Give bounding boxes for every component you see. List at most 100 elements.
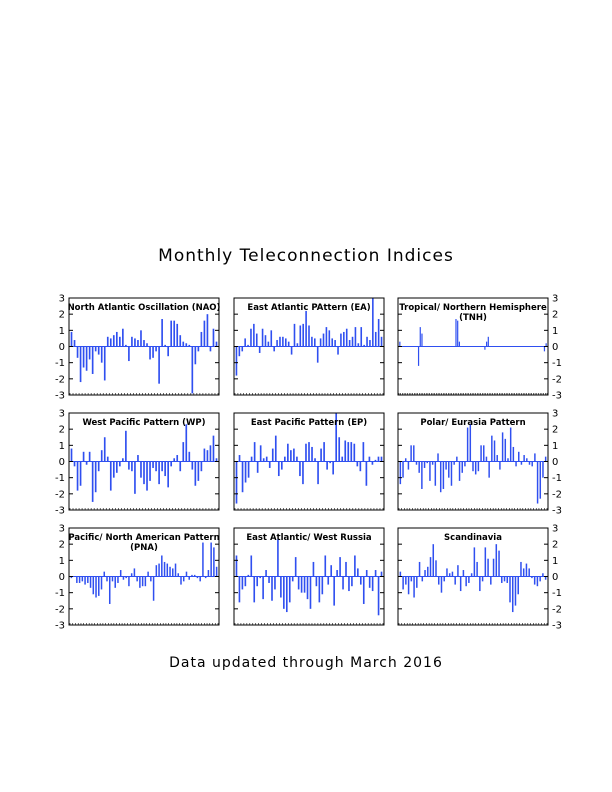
bar: [410, 576, 413, 582]
bar: [164, 344, 166, 347]
bar: [137, 455, 139, 462]
bar: [149, 346, 151, 360]
bar: [193, 574, 196, 577]
bar: [461, 461, 463, 473]
y-tick-label: 0: [59, 342, 65, 353]
bar: [426, 461, 428, 464]
bar: [108, 576, 111, 604]
bar: [479, 576, 481, 592]
y-tick-label: 1: [552, 556, 558, 567]
bar: [503, 576, 506, 582]
bar: [321, 576, 324, 595]
bar: [421, 576, 424, 582]
bar: [294, 557, 297, 577]
bar: [85, 346, 88, 371]
bar: [348, 576, 350, 592]
bar: [488, 461, 490, 478]
bar: [454, 576, 456, 585]
bar: [498, 550, 500, 577]
bar: [335, 413, 338, 462]
bar: [308, 442, 310, 462]
bar: [359, 461, 362, 472]
bar: [100, 346, 103, 363]
bar: [316, 346, 319, 363]
y-tick-label: -3: [55, 621, 65, 632]
bar: [173, 320, 176, 347]
bar: [354, 327, 357, 347]
bar: [293, 448, 295, 462]
bar: [262, 576, 264, 600]
bar: [144, 576, 147, 587]
y-tick-label: 2: [552, 540, 558, 551]
figure-title: Monthly Teleconnection Indices: [158, 246, 454, 266]
bar: [334, 340, 336, 347]
bar: [215, 341, 218, 347]
y-tick-label: 1: [552, 326, 558, 337]
bar: [327, 576, 330, 585]
bar: [158, 563, 160, 577]
bar: [432, 544, 435, 577]
y-tick-label: 3: [552, 294, 558, 305]
bar: [319, 338, 322, 347]
bar: [320, 448, 322, 462]
bar: [179, 335, 182, 347]
bar: [451, 571, 454, 577]
bar: [517, 576, 519, 595]
bar: [209, 445, 212, 462]
bar: [128, 461, 130, 470]
bar: [247, 461, 250, 478]
bar: [544, 456, 547, 462]
bar: [314, 338, 316, 347]
bar: [399, 461, 402, 485]
bar: [84, 576, 86, 585]
bar: [288, 576, 291, 603]
y-tick-label: 2: [552, 310, 558, 321]
bar: [362, 576, 365, 604]
bar: [140, 330, 142, 347]
bar: [212, 435, 215, 462]
y-tick-label: 2: [552, 425, 558, 436]
bar: [483, 445, 485, 462]
bar: [477, 461, 480, 472]
bar: [531, 461, 533, 467]
bar: [357, 568, 359, 577]
bar: [542, 461, 544, 478]
bar: [274, 435, 277, 462]
bar: [377, 576, 380, 616]
bar: [271, 448, 274, 462]
panel-8: East Atlantic/ West Russia: [233, 527, 385, 626]
bar: [182, 341, 185, 347]
panel-title: Polar/ Eurasia Pattern: [420, 418, 525, 428]
bar: [486, 341, 488, 347]
bar: [429, 557, 432, 577]
bar: [539, 576, 541, 582]
y-tick-label: -2: [552, 489, 562, 500]
y-tick-label: 0: [552, 572, 558, 583]
y-tick-label: 1: [552, 441, 558, 452]
y-tick-label: -2: [55, 489, 65, 500]
bar: [431, 461, 434, 465]
bar: [161, 461, 163, 472]
bar: [85, 461, 88, 465]
bar: [247, 574, 250, 577]
bar: [106, 576, 108, 582]
bar: [253, 442, 256, 462]
panel-4: 3 2 1 0 -1 -2 -3 West Pacific Pattern (WP): [55, 409, 220, 517]
bar: [180, 576, 182, 585]
bar: [311, 446, 313, 462]
y-tick-label: 2: [59, 540, 65, 551]
bar: [125, 576, 127, 579]
bar: [446, 568, 448, 577]
update-note: Data updated through March 2016: [169, 655, 443, 671]
bar: [185, 571, 188, 577]
bar: [329, 461, 331, 464]
bar: [247, 344, 249, 347]
bar: [511, 576, 514, 613]
bar: [442, 461, 445, 489]
bar: [94, 461, 97, 493]
y-tick-label: -3: [552, 621, 562, 632]
bar: [244, 338, 246, 347]
y-tick-label: -1: [55, 358, 65, 369]
bar: [374, 570, 377, 577]
bar: [250, 555, 253, 577]
